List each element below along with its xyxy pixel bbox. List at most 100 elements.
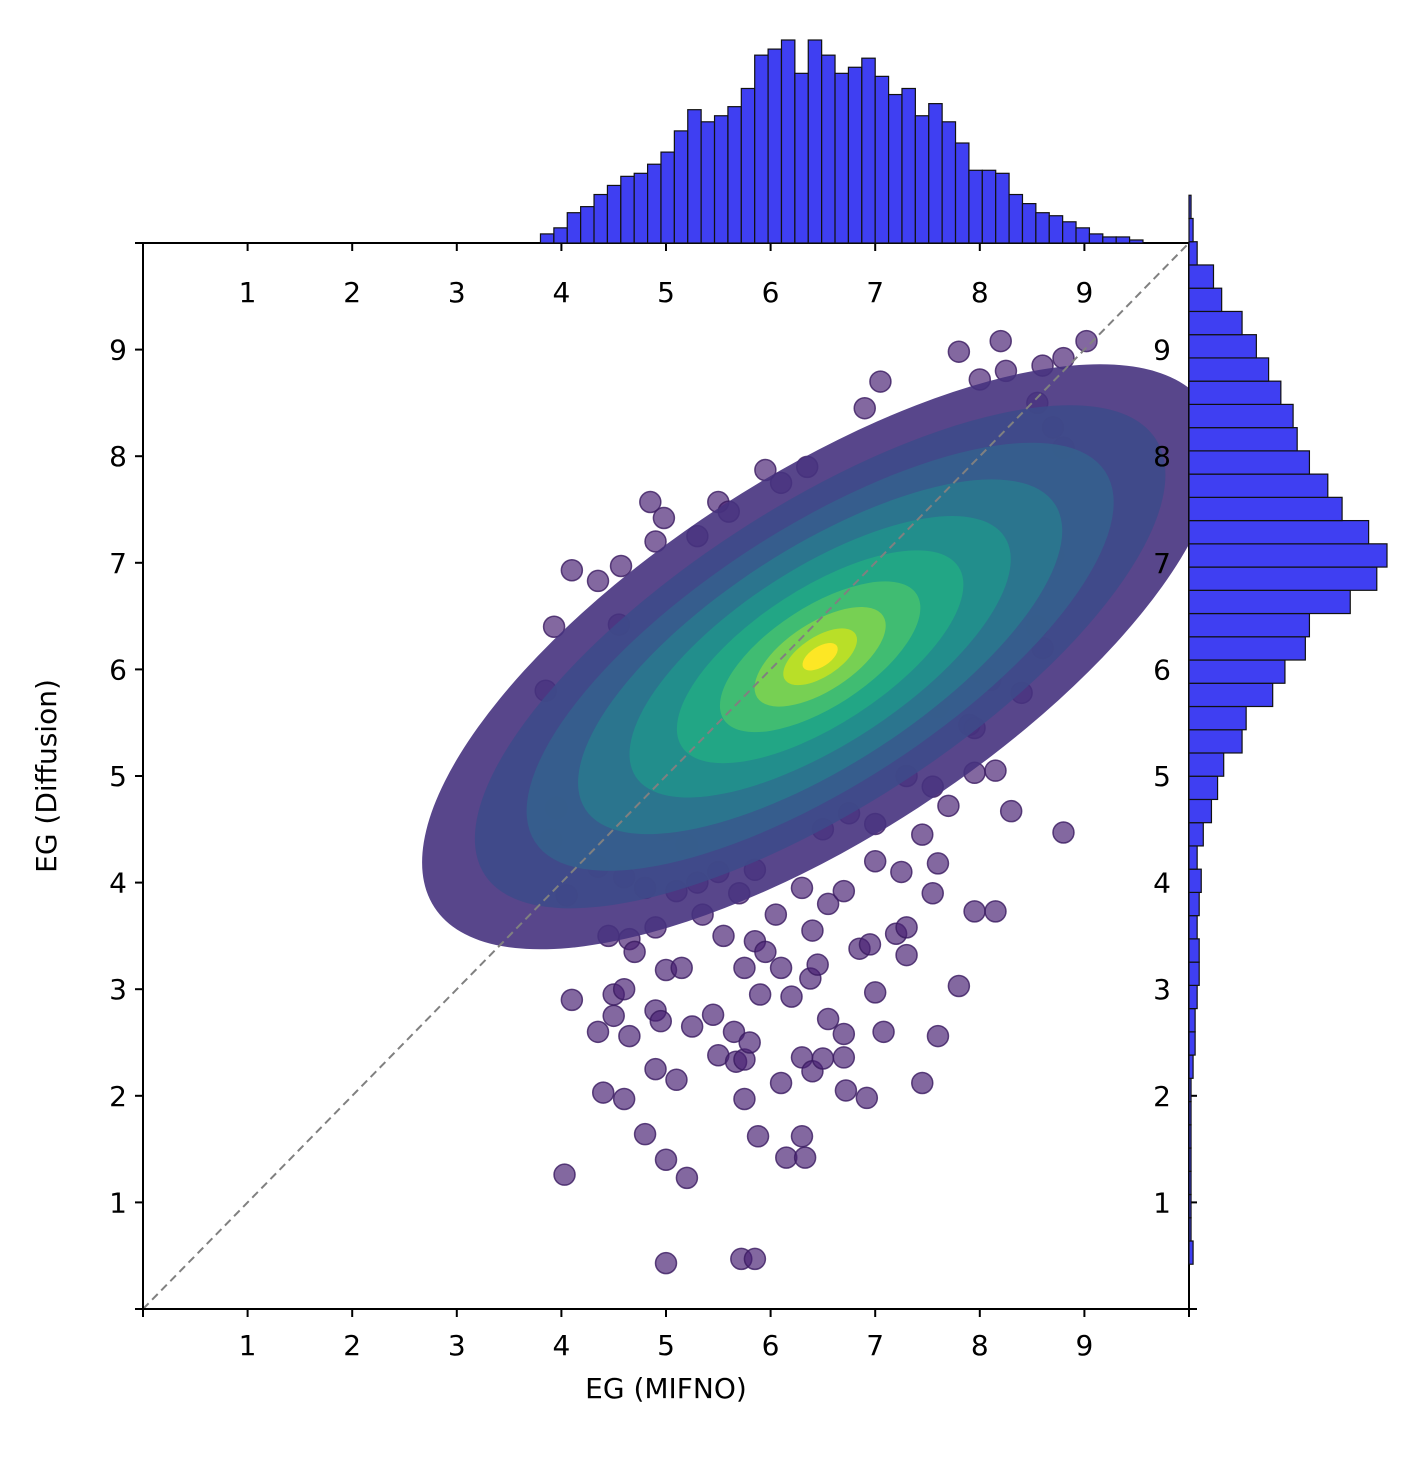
x-tick-label: 7 [866, 1329, 884, 1362]
scatter-point [863, 850, 887, 873]
scatter-point [586, 569, 610, 593]
right-histogram-bar [1188, 241, 1198, 266]
scatter-point [712, 924, 735, 948]
scatter-point [746, 1125, 770, 1148]
top-x-tick-label: 2 [343, 276, 361, 309]
scatter-point [853, 396, 876, 420]
right-histogram-bar [1188, 1100, 1192, 1126]
scatter-point [937, 794, 960, 818]
right-y-tick-label: 3 [1153, 973, 1171, 1006]
scatter-point [623, 940, 646, 964]
right-y-tick-label: 7 [1153, 547, 1171, 580]
scatter-point [769, 1071, 793, 1095]
scatter-point [652, 506, 676, 530]
y-tick-label: 5 [109, 760, 127, 793]
scatter-point [926, 1024, 950, 1048]
scatter-point [633, 1122, 657, 1146]
main-axes: 1 1 2 2 3 3 4 4 5 5 6 6 7 7 8 8 9 9 1 1 2 2 3 3 4 4 5 5 6 6 7 7 8 8 9 9 [109, 242, 1197, 1362]
scatter-point [832, 1046, 856, 1069]
top-histogram-bar [673, 130, 689, 244]
top-histogram-bar [687, 109, 702, 244]
right-histogram-bar [1188, 334, 1257, 359]
x-tick-label: 8 [971, 1329, 989, 1362]
scatter-point [947, 340, 971, 363]
scatter-point [612, 1087, 636, 1111]
scatter-point [832, 1022, 856, 1046]
top-histogram-bar [981, 169, 997, 244]
density-ring [802, 643, 838, 671]
top-histogram-bar [807, 39, 823, 244]
top-histogram-bar [754, 54, 769, 244]
scatter-point [754, 940, 777, 964]
right-histogram-bar [1188, 682, 1274, 708]
top-histogram-bar [941, 121, 957, 244]
right-y-tick-label: 6 [1153, 653, 1171, 686]
scatter-point [733, 956, 756, 980]
y-tick-label: 2 [109, 1080, 127, 1113]
scatter-point [1075, 329, 1098, 353]
top-histogram-bar [539, 233, 555, 244]
top-histogram-bar [995, 172, 1010, 244]
scatter-point [775, 1146, 798, 1169]
scatter-point [644, 1057, 667, 1081]
scatter-point [890, 860, 913, 884]
top-x-tick-label: 9 [1075, 276, 1093, 309]
top-histogram-bar [901, 87, 916, 244]
scatter-point [612, 977, 636, 1001]
right-histogram-bar [1188, 915, 1198, 940]
right-histogram-bar [1188, 543, 1388, 568]
scatter-point [644, 530, 667, 553]
right-histogram-bar [1188, 473, 1329, 498]
top-histogram-bar [794, 72, 809, 244]
scatter-point [780, 985, 803, 1008]
scatter-point [869, 370, 892, 393]
scatter-point [654, 1148, 678, 1172]
top-histogram-bar [566, 212, 582, 244]
y-axis-label: EG (Diffusion) [30, 679, 63, 873]
top-histogram-bar [914, 115, 930, 244]
scatter-point [654, 1251, 678, 1275]
top-histogram-bar [1062, 221, 1077, 244]
right-histogram-bar [1188, 1217, 1192, 1242]
top-histogram-bar [847, 66, 863, 244]
scatter-point [790, 876, 814, 900]
top-histogram-bar [700, 121, 716, 244]
top-histogram-bar [553, 227, 568, 244]
scatter-point [649, 1009, 673, 1033]
scatter-point [921, 882, 944, 905]
right-histogram-bar [1188, 403, 1294, 429]
top-x-tick-label: 8 [971, 276, 989, 309]
top-histogram-bar [1021, 203, 1037, 244]
top-x-tick-label: 7 [866, 276, 884, 309]
right-histogram-bar [1188, 822, 1204, 847]
right-histogram-bar [1188, 264, 1215, 289]
right-histogram-bar [1188, 938, 1200, 963]
right-histogram-bar [1188, 427, 1298, 452]
top-histogram-bar [861, 57, 876, 244]
top-histogram-bar [874, 75, 890, 244]
scatter-point [542, 615, 566, 639]
top-histogram-bar [1048, 215, 1064, 244]
scatter-point [733, 1087, 756, 1111]
scatter-point [989, 329, 1012, 353]
right-histogram-bar [1188, 705, 1247, 731]
scatter-point [560, 559, 584, 582]
right-histogram-bar [1188, 496, 1343, 522]
right-histogram-bar [1188, 1054, 1194, 1079]
top-x-tick-label: 6 [762, 276, 780, 309]
scatter-point [586, 1020, 610, 1044]
x-tick-label: 2 [343, 1329, 361, 1362]
scatter-point [832, 879, 856, 903]
right-histogram-bar [1188, 636, 1306, 661]
top-histogram-bar [1035, 212, 1050, 244]
scatter-point [895, 916, 918, 939]
top-histogram-bar [593, 193, 609, 244]
right-histogram-bar [1188, 287, 1223, 313]
top-histogram-bar [580, 206, 595, 244]
y-tick-label: 1 [109, 1186, 127, 1219]
right-histogram-bar [1188, 357, 1270, 382]
top-histogram-bar [1102, 236, 1117, 244]
right-histogram-bar [1188, 752, 1225, 777]
scatter-point [1052, 346, 1075, 370]
